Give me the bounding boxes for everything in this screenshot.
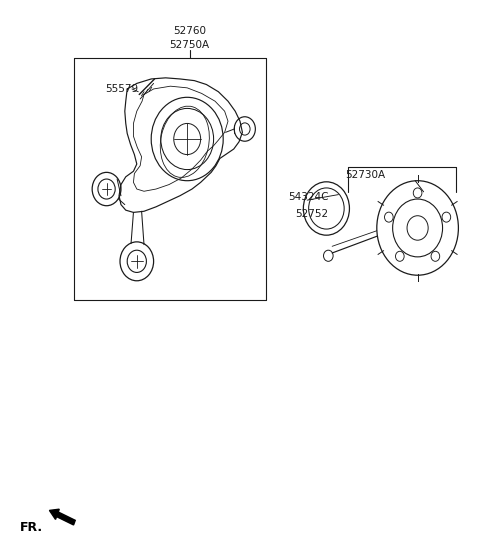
Text: 55579: 55579 — [106, 84, 139, 94]
Text: 52730A: 52730A — [346, 170, 386, 180]
Text: 52750A: 52750A — [169, 40, 210, 50]
Text: FR.: FR. — [20, 520, 43, 534]
Text: 54324C: 54324C — [288, 192, 328, 202]
Text: 52752: 52752 — [295, 209, 328, 219]
Text: 52760: 52760 — [173, 26, 206, 36]
FancyArrow shape — [49, 509, 75, 525]
